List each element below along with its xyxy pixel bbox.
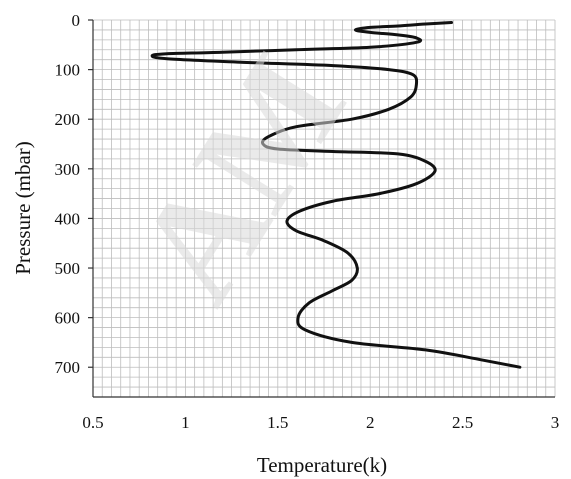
y-tick-label: 100: [55, 61, 81, 80]
y-axis-title: Pressure (mbar): [11, 141, 35, 275]
x-tick-label: 1: [181, 413, 190, 432]
x-tick-label: 3: [551, 413, 560, 432]
y-tick-label: 500: [55, 259, 81, 278]
temperature-profile-line: [150, 21, 522, 369]
y-tick-label: 300: [55, 160, 81, 179]
y-tick-label: 200: [55, 110, 81, 129]
x-tick-label: 1.5: [267, 413, 288, 432]
x-tick-label: 2.5: [452, 413, 473, 432]
tick-labels: 0 100 200 300 400 500 600 700 0.5 1 1.5 2 2.5 3: [55, 11, 560, 432]
x-axis-title: Temperature(k): [257, 453, 387, 477]
x-tick-label: 2: [366, 413, 375, 432]
watermark: AM: [104, 29, 377, 329]
y-tick-label: 0: [72, 11, 81, 30]
y-tick-label: 700: [55, 358, 81, 377]
axes: [88, 19, 555, 398]
series-layer: [150, 21, 522, 369]
y-tick-label: 600: [55, 309, 81, 328]
x-tick-label: 0.5: [82, 413, 103, 432]
y-tick-label: 400: [55, 209, 81, 228]
